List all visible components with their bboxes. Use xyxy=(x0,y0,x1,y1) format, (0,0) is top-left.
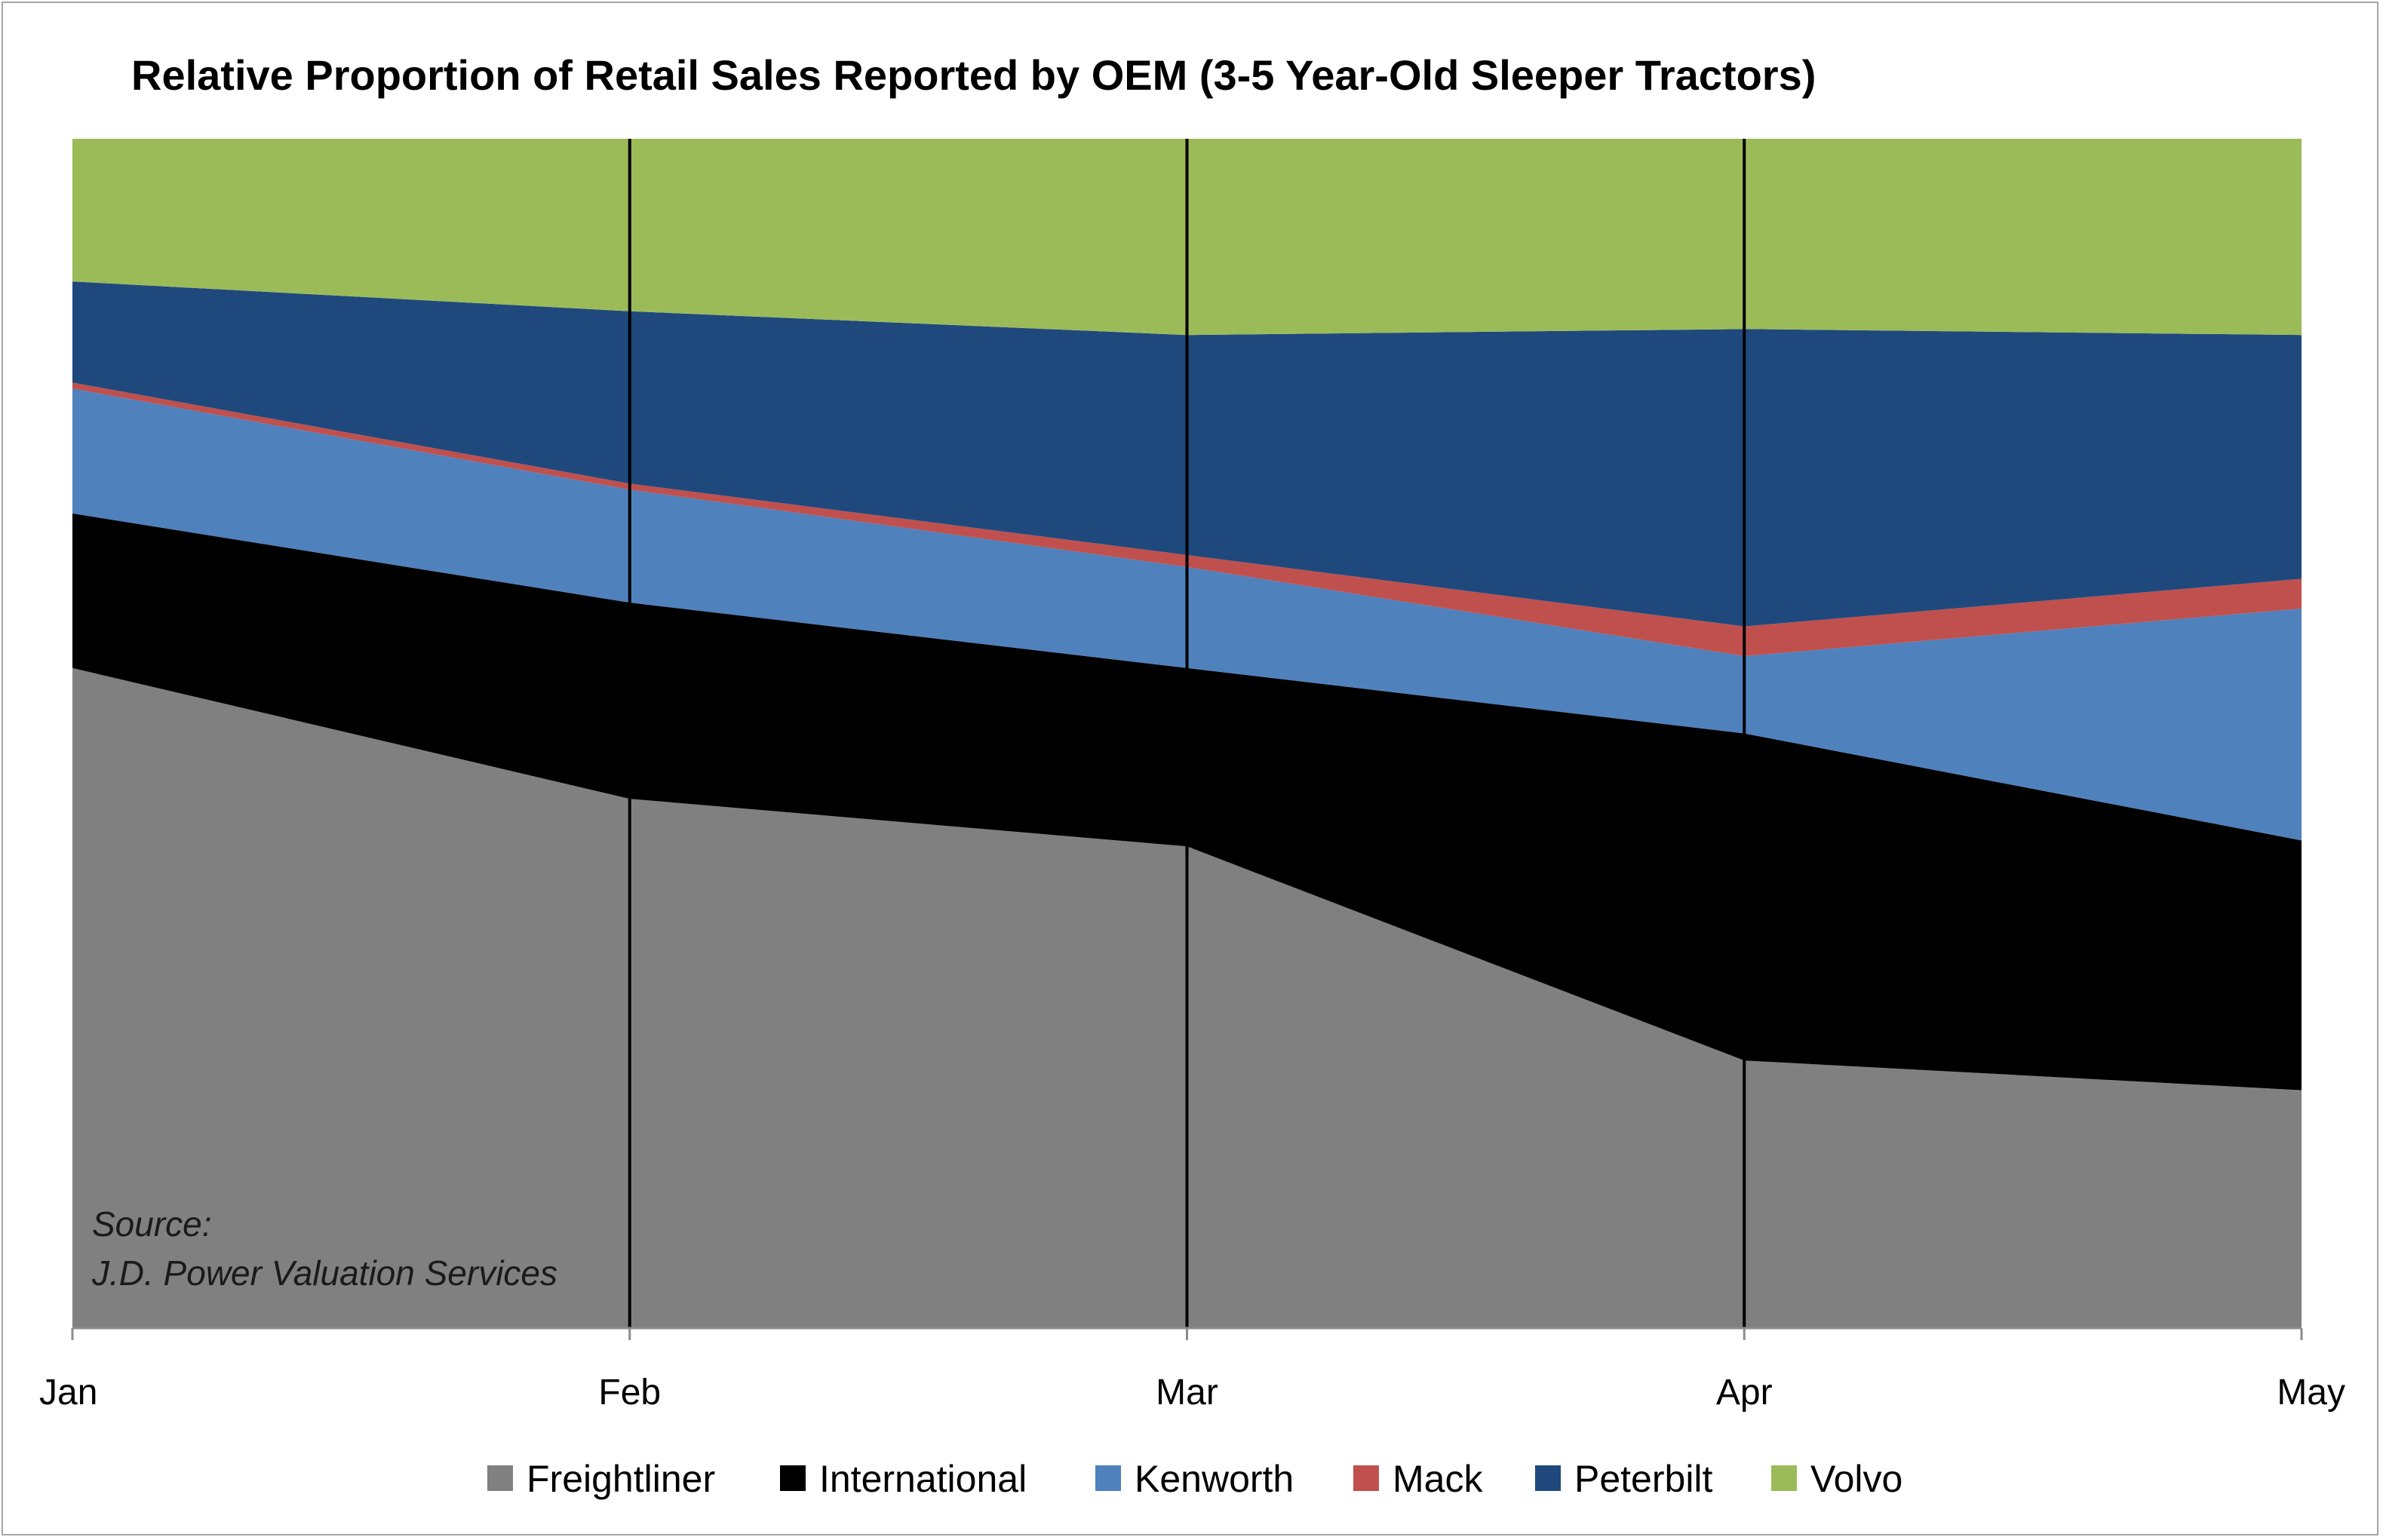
legend-label-peterbilt: Peterbilt xyxy=(1574,1458,1713,1500)
chart-title: Relative Proportion of Retail Sales Repo… xyxy=(131,51,1816,99)
legend-swatch-international xyxy=(780,1465,806,1491)
legend-label-mack: Mack xyxy=(1393,1458,1483,1500)
x-tick-label-may: May xyxy=(2277,1373,2345,1413)
legend-swatch-peterbilt xyxy=(1535,1465,1561,1491)
x-tick-label-jan: Jan xyxy=(39,1373,97,1413)
source-annotation: Source: J.D. Power Valuation Services xyxy=(91,1204,557,1293)
x-axis: Jan Feb Mar Apr May xyxy=(39,1327,2345,1413)
legend: Freightliner International Kenworth Mack Pet… xyxy=(487,1458,1902,1500)
legend-swatch-freightliner xyxy=(487,1465,513,1491)
source-text: J.D. Power Valuation Services xyxy=(91,1253,557,1293)
legend-label-volvo: Volvo xyxy=(1810,1458,1902,1500)
legend-label-kenworth: Kenworth xyxy=(1135,1458,1294,1500)
gridlines xyxy=(628,139,1746,1328)
legend-swatch-volvo xyxy=(1771,1465,1797,1491)
legend-swatch-mack xyxy=(1353,1465,1379,1491)
x-tick-label-feb: Feb xyxy=(598,1373,661,1413)
legend-label-freightliner: Freightliner xyxy=(527,1458,715,1500)
source-label: Source: xyxy=(92,1204,212,1244)
x-tick-label-apr: Apr xyxy=(1716,1373,1773,1413)
legend-swatch-kenworth xyxy=(1095,1465,1121,1491)
legend-label-international: International xyxy=(819,1458,1027,1500)
chart: Relative Proportion of Retail Sales Repo… xyxy=(39,51,2345,1500)
x-tick-label-mar: Mar xyxy=(1156,1373,1218,1413)
